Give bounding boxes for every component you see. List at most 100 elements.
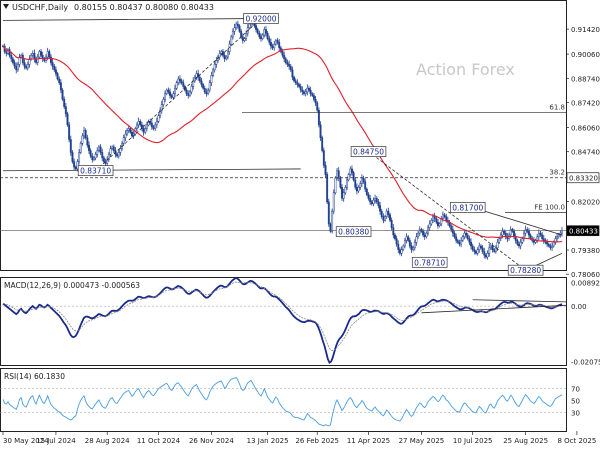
candle-body <box>220 51 223 54</box>
candle-body <box>215 60 218 65</box>
date-axis-label: 15 Jul 2024 <box>36 437 76 445</box>
candle-body <box>332 192 335 212</box>
candle-body <box>248 23 251 28</box>
candle-body <box>222 51 224 56</box>
candle-body <box>170 95 173 98</box>
candle-body <box>319 124 322 139</box>
candle-body <box>198 76 201 82</box>
candle-body <box>136 124 138 129</box>
candle-body <box>64 106 67 115</box>
candle-body <box>468 238 471 243</box>
candle-body <box>167 89 170 93</box>
candle-body <box>370 201 373 205</box>
candle-body <box>372 199 375 205</box>
candle-body <box>542 238 545 241</box>
candle-body <box>230 36 233 45</box>
candle-body <box>486 253 489 258</box>
macd-title: MACD(12,26,9) 0.000473 -0.000563 <box>4 281 140 290</box>
candle-body <box>25 65 28 69</box>
date-axis-label: 30 May 2024 <box>3 437 49 445</box>
fib-level-label: 38.2 <box>549 169 565 177</box>
candle-body <box>480 245 482 249</box>
candle-body <box>384 216 386 221</box>
candle-body <box>96 150 99 155</box>
candle-body <box>46 51 49 58</box>
candle-body <box>304 91 307 94</box>
candle-body <box>111 146 114 150</box>
candle-body <box>150 122 153 127</box>
candle-body <box>109 148 112 155</box>
candle-body <box>31 53 34 56</box>
candle-body <box>88 144 90 151</box>
candle-body <box>314 98 317 104</box>
candle-body <box>154 124 157 129</box>
candle-body <box>273 43 276 49</box>
candle-body <box>458 242 461 245</box>
candle-body <box>78 152 81 162</box>
candle-body <box>116 154 119 157</box>
candle-body <box>233 27 236 32</box>
candle-body <box>503 231 506 234</box>
candle-body <box>149 120 152 124</box>
collapse-triangle-icon[interactable] <box>3 4 9 9</box>
candle-body <box>213 64 216 71</box>
price-annotation-label: 0.78710 <box>414 258 445 267</box>
price-annotation-label: 0.83710 <box>80 167 111 176</box>
candle-body <box>188 91 191 96</box>
candle-body <box>412 247 415 250</box>
macd-axis-label: 0.00 <box>571 303 587 311</box>
candle-body <box>532 240 535 243</box>
candle-body <box>552 242 555 247</box>
candle-body <box>79 143 82 153</box>
candle-body <box>456 240 459 243</box>
candle-body <box>354 179 357 188</box>
candle-body <box>349 168 352 175</box>
candle-body <box>334 177 337 194</box>
candle-body <box>478 245 481 250</box>
candle-body <box>516 240 519 245</box>
candle-body <box>346 179 348 188</box>
candle-body <box>337 170 340 179</box>
candle-body <box>288 64 291 67</box>
candle-body <box>223 54 226 60</box>
price-tag-label: 0.80433 <box>569 228 598 236</box>
candle-body <box>301 89 304 93</box>
candle-body <box>327 201 330 225</box>
price-annotation-box <box>243 13 279 24</box>
candle-body <box>145 124 148 129</box>
moving-average-line <box>2 45 563 243</box>
macd-support-line <box>421 304 567 314</box>
candle-body <box>420 229 423 232</box>
candle-body <box>142 128 145 133</box>
candle-body <box>179 78 181 82</box>
candle-body <box>131 131 133 137</box>
candle-body <box>127 128 130 131</box>
candle-body <box>506 236 509 239</box>
candle-body <box>175 82 178 89</box>
candle-body <box>235 23 238 28</box>
candle-body <box>205 91 208 94</box>
candle-body <box>260 36 262 39</box>
candle-body <box>139 120 142 126</box>
candle-body <box>537 232 540 238</box>
date-axis-label: 26 Feb 2025 <box>295 437 339 445</box>
candle-body <box>405 236 408 241</box>
candle-body <box>352 172 355 181</box>
candle-body <box>501 231 504 236</box>
candle-body <box>21 54 24 63</box>
candle-body <box>63 98 66 107</box>
candle-body <box>226 51 229 58</box>
price-axis-label: 0.86060 <box>571 124 600 132</box>
candle-body <box>50 56 52 63</box>
candle-body <box>473 249 476 252</box>
candle-body <box>524 229 527 234</box>
candle-body <box>362 177 365 183</box>
price-annotation-box <box>77 165 114 176</box>
candle-body <box>185 89 188 94</box>
date-axis-label: 13 Jan 2025 <box>247 437 289 445</box>
candle-body <box>144 128 147 133</box>
candle-body <box>392 227 395 236</box>
candle-body <box>99 146 102 153</box>
candle-body <box>367 194 370 199</box>
candle-body <box>241 36 244 41</box>
